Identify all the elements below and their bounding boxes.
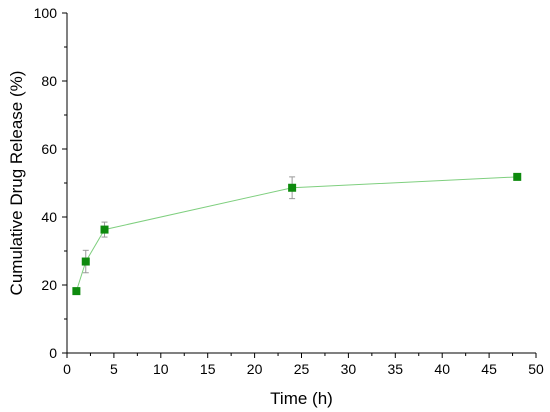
x-tick-label: 30: [341, 361, 357, 377]
x-tick-label: 20: [247, 361, 263, 377]
x-tick-label: 50: [528, 361, 544, 377]
y-tick-label: 40: [41, 209, 57, 225]
series-layer: [72, 172, 522, 296]
x-tick-label: 35: [388, 361, 404, 377]
series-line: [75, 176, 518, 292]
data-point: [100, 225, 109, 234]
x-tick-label: 5: [110, 361, 118, 377]
data-point: [288, 183, 297, 192]
x-tick-label: 10: [153, 361, 169, 377]
y-axis-label: Cumulative Drug Release (%): [7, 71, 26, 296]
x-axis-ticks: 0 5 10 15 20 25 30 35 40 45 50: [63, 353, 544, 377]
x-tick-label: 40: [434, 361, 450, 377]
y-tick-label: 0: [49, 345, 57, 361]
y-tick-label: 80: [41, 73, 57, 89]
data-point: [72, 287, 81, 296]
data-point: [81, 257, 90, 266]
y-tick-label: 60: [41, 141, 57, 157]
x-tick-label: 25: [294, 361, 310, 377]
x-tick-label: 45: [481, 361, 497, 377]
x-axis-label: Time (h): [270, 389, 333, 408]
data-point: [513, 172, 522, 181]
y-tick-label: 20: [41, 277, 57, 293]
x-tick-label: 15: [200, 361, 216, 377]
y-axis-ticks: 0 20 40 60 80 100: [34, 5, 67, 361]
y-tick-label: 100: [34, 5, 58, 21]
axes: [66, 13, 536, 354]
x-tick-label: 0: [63, 361, 71, 377]
